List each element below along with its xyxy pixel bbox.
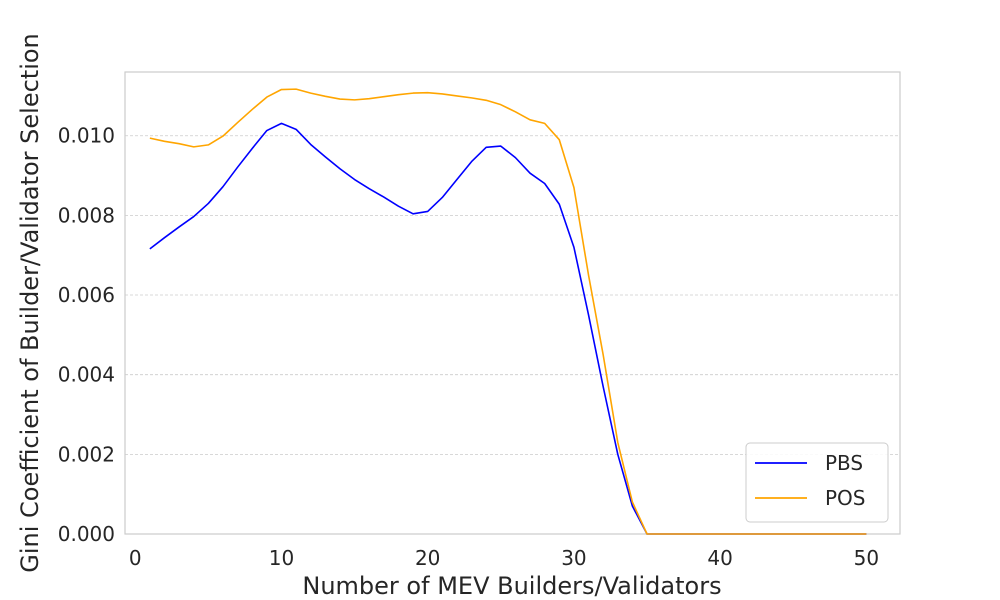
y-tick-labels: 0.000 0.002 0.004 0.006 0.008 0.010: [58, 124, 115, 546]
legend-label-pos: POS: [825, 486, 866, 510]
series-line-pos: [149, 88, 867, 535]
x-axis-label: Number of MEV Builders/Validators: [302, 572, 721, 600]
y-tick-label: 0.010: [58, 124, 115, 148]
legend-label-pbs: PBS: [825, 451, 863, 475]
x-tick-label: 50: [854, 546, 879, 570]
plot-frame: [124, 71, 901, 535]
y-tick-label: 0.004: [58, 363, 115, 387]
y-axis-label: Gini Coefficient of Builder/Validator Se…: [16, 33, 44, 573]
x-tick-label: 20: [415, 546, 440, 570]
legend-box: [745, 442, 889, 523]
x-tick-label: 0: [129, 546, 142, 570]
y-tick-label: 0.000: [58, 522, 115, 546]
y-tick-label: 0.002: [58, 442, 115, 466]
x-tick-labels: 0 10 20 30 40 50: [129, 546, 879, 570]
grid-lines: [125, 135, 900, 455]
series-lines: [149, 88, 867, 535]
x-tick-label: 40: [707, 546, 732, 570]
x-tick-label: 10: [269, 546, 294, 570]
y-tick-label: 0.008: [58, 203, 115, 227]
legend: PBS POS: [745, 442, 889, 523]
x-tick-label: 30: [561, 546, 586, 570]
y-tick-label: 0.006: [58, 283, 115, 307]
